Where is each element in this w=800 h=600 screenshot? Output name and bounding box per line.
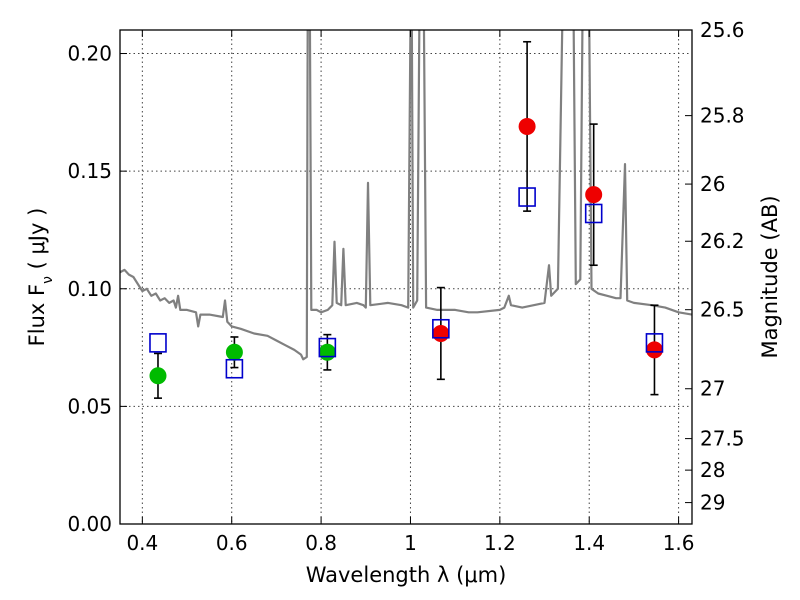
y-tick-label: 0.20	[67, 42, 112, 66]
magnitude-tick-label: 26.2	[700, 229, 745, 253]
y-tick-label: 0.15	[67, 159, 112, 183]
model-bandpass-point	[518, 187, 536, 207]
x-tick-label: 1	[404, 531, 417, 555]
model-bandpass-point	[225, 358, 244, 379]
magnitude-axis-title: Magnitude (AB)	[758, 195, 782, 358]
observed-infrared-point	[585, 186, 603, 204]
x-tick-label: 0.4	[126, 531, 158, 555]
model-bandpass-point	[432, 318, 450, 339]
model-spectrum-line	[120, 30, 692, 361]
observed-optical-point	[149, 367, 167, 385]
y-tick-label: 0.05	[67, 394, 112, 418]
magnitude-axis-ticks: 25.6 25.8 26 26.2 26.5 27 27.5 28 29	[685, 18, 745, 515]
y-tick-label: 0.10	[67, 277, 112, 301]
observed-optical-point	[318, 343, 336, 361]
x-tick-label: 1.2	[484, 531, 516, 555]
observed-infrared-point	[432, 324, 450, 342]
y-axis-ticks: 0.00 0.05 0.10 0.15 0.20	[67, 42, 127, 536]
data-markers	[149, 117, 664, 385]
x-axis-ticks: 0.4 0.6 0.8 1 1.2 1.4 1.6	[126, 30, 695, 555]
model-bandpass-point	[645, 333, 664, 353]
x-tick-label: 1.4	[573, 531, 605, 555]
y-axis-title: Flux Fν ( μJy )	[25, 208, 56, 347]
observed-optical-point	[225, 343, 243, 361]
plot-frame	[119, 29, 693, 525]
model-bandpass-point	[149, 333, 167, 353]
y-tick-label: 0.00	[67, 512, 112, 536]
observed-infrared-point	[518, 117, 536, 135]
y-axis-title-main: Flux F	[25, 284, 49, 346]
model-bandpass-point	[584, 203, 603, 224]
y-axis-title-subscript: ν	[40, 276, 56, 284]
magnitude-tick-label: 26	[700, 172, 725, 196]
magnitude-tick-label: 26.5	[700, 298, 745, 322]
x-tick-label: 1.6	[663, 531, 695, 555]
magnitude-tick-label: 25.8	[700, 104, 745, 128]
magnitude-tick-label: 25.6	[700, 18, 745, 42]
x-axis-title: Wavelength λ (μm)	[306, 563, 507, 587]
model-spectrum-layer	[120, 30, 692, 361]
magnitude-tick-label: 27	[700, 377, 725, 401]
magnitude-tick-label: 28	[700, 458, 725, 482]
observed-infrared-point	[645, 341, 663, 359]
magnitude-tick-label: 27.5	[700, 427, 745, 451]
x-tick-label: 0.6	[216, 531, 248, 555]
grid-lines	[120, 30, 692, 524]
model-bandpass-point	[318, 337, 337, 358]
magnitude-tick-label: 29	[700, 491, 725, 515]
x-tick-label: 0.8	[305, 531, 337, 555]
y-axis-title-unit: ( μJy )	[25, 208, 49, 276]
